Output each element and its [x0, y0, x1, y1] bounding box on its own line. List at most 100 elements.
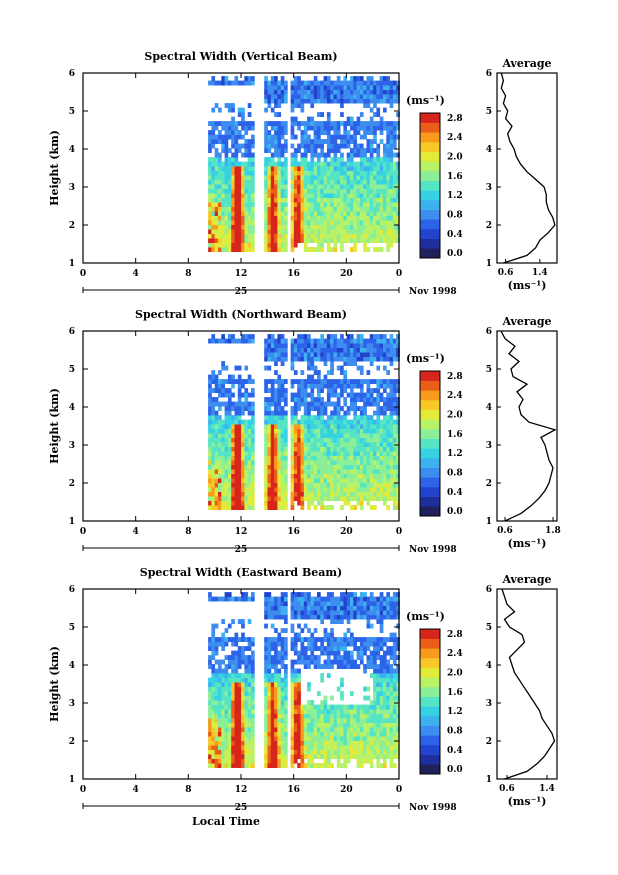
- heatmap-cell: [340, 406, 344, 411]
- heatmap-cell: [227, 749, 232, 755]
- heatmap-cell: [218, 500, 222, 506]
- heatmap-cell: [379, 76, 384, 81]
- heatmap-cell: [313, 188, 318, 194]
- heatmap-cell: [218, 242, 222, 248]
- heatmap-cell: [300, 184, 305, 189]
- heatmap-cell: [280, 754, 285, 759]
- heatmap-cell: [303, 379, 308, 384]
- heatmap-cell: [297, 89, 301, 95]
- heatmap-cell: [211, 379, 216, 384]
- heatmap-cell: [313, 379, 318, 384]
- heatmap-cell: [317, 170, 321, 176]
- heatmap-cell: [386, 496, 390, 501]
- heatmap-cell: [251, 650, 255, 656]
- heatmap-cell: [346, 722, 351, 728]
- heatmap-cell: [323, 442, 328, 447]
- heatmap-cell: [214, 695, 219, 701]
- heatmap-cell: [247, 428, 252, 434]
- heatmap-cell: [211, 229, 216, 234]
- heatmap-cell: [343, 130, 348, 135]
- heatmap-cell: [300, 211, 305, 216]
- heatmap-cell: [231, 233, 235, 239]
- heatmap-cell: [293, 668, 298, 674]
- heatmap-cell: [218, 415, 222, 420]
- heatmap-cell: [303, 415, 308, 420]
- heatmap-cell: [330, 460, 334, 465]
- heatmap-cell: [284, 89, 288, 95]
- heatmap-cell: [330, 148, 334, 153]
- heatmap-cell: [317, 496, 321, 501]
- heatmap-cell: [336, 179, 341, 185]
- heatmap-cell: [244, 224, 249, 230]
- heatmap-cell: [303, 211, 308, 216]
- heatmap-cell: [277, 718, 282, 723]
- heatmap-cell: [251, 478, 255, 483]
- heatmap-cell: [221, 211, 225, 216]
- colorbar-tick-label: 2.4: [447, 133, 463, 143]
- heatmap-cell: [333, 130, 338, 135]
- heatmap-cell: [293, 596, 298, 602]
- heatmap-cell: [264, 179, 268, 185]
- heatmap-cell: [293, 224, 298, 230]
- heatmap-cell: [340, 619, 344, 624]
- heatmap-cell: [300, 193, 305, 198]
- heatmap-cell: [280, 731, 285, 737]
- heatmap-cell: [224, 451, 229, 456]
- heatmap-cell: [214, 686, 219, 692]
- heatmap-cell: [340, 94, 344, 99]
- heatmap-cell: [353, 98, 357, 104]
- heatmap-cell: [389, 464, 394, 470]
- heatmap-cell: [300, 628, 305, 633]
- heatmap-cell: [307, 383, 311, 389]
- heatmap-cell: [224, 125, 229, 131]
- heatmap-cell: [237, 749, 242, 755]
- heatmap-cell: [214, 473, 219, 479]
- heatmap-cell: [313, 247, 318, 252]
- heatmap-cell: [320, 401, 324, 407]
- heatmap-cell: [379, 392, 384, 398]
- heatmap-cell: [359, 505, 364, 510]
- heatmap-cell: [350, 379, 354, 384]
- heatmap-cell: [208, 379, 212, 384]
- heatmap-cell: [247, 392, 252, 398]
- heatmap-cell: [297, 464, 301, 470]
- heatmap-cell: [264, 614, 268, 620]
- heatmap-cell: [280, 347, 285, 353]
- heatmap-cell: [234, 500, 239, 506]
- heatmap-cell: [369, 379, 374, 384]
- heatmap-cell: [310, 211, 315, 216]
- heatmap-cell: [353, 592, 357, 597]
- heatmap-cell: [303, 157, 308, 162]
- heatmap-cell: [214, 410, 219, 416]
- heatmap-cell: [234, 170, 239, 176]
- heatmap-cell: [303, 347, 308, 353]
- heatmap-cell: [346, 179, 351, 185]
- heatmap-cell: [369, 238, 374, 243]
- heatmap-cell: [237, 451, 242, 456]
- heatmap-cell: [224, 80, 229, 86]
- heatmap-cell: [323, 374, 328, 380]
- heatmap-cell: [320, 469, 324, 474]
- heatmap-cell: [300, 80, 305, 86]
- heatmap-cell: [336, 718, 341, 723]
- heatmap-cell: [359, 202, 364, 207]
- heatmap-cell: [376, 478, 381, 483]
- heatmap-cell: [303, 224, 308, 230]
- heatmap-cell: [267, 352, 272, 357]
- heatmap-cell: [350, 713, 354, 719]
- heatmap-cell: [224, 469, 229, 474]
- heatmap-cell: [369, 482, 374, 488]
- heatmap-cell: [227, 121, 232, 126]
- heatmap-cell: [307, 605, 311, 611]
- heatmap-cell: [353, 224, 357, 230]
- heatmap-cell: [264, 401, 268, 407]
- heatmap-cell: [383, 76, 387, 81]
- heatmap-cell: [234, 478, 239, 483]
- heatmap-cell: [386, 121, 390, 126]
- heatmap-cell: [218, 134, 222, 140]
- heatmap-cell: [241, 143, 245, 149]
- heatmap-cell: [310, 451, 315, 456]
- heatmap-cell: [346, 379, 351, 384]
- heatmap-cell: [237, 700, 242, 705]
- heatmap-cell: [303, 343, 308, 348]
